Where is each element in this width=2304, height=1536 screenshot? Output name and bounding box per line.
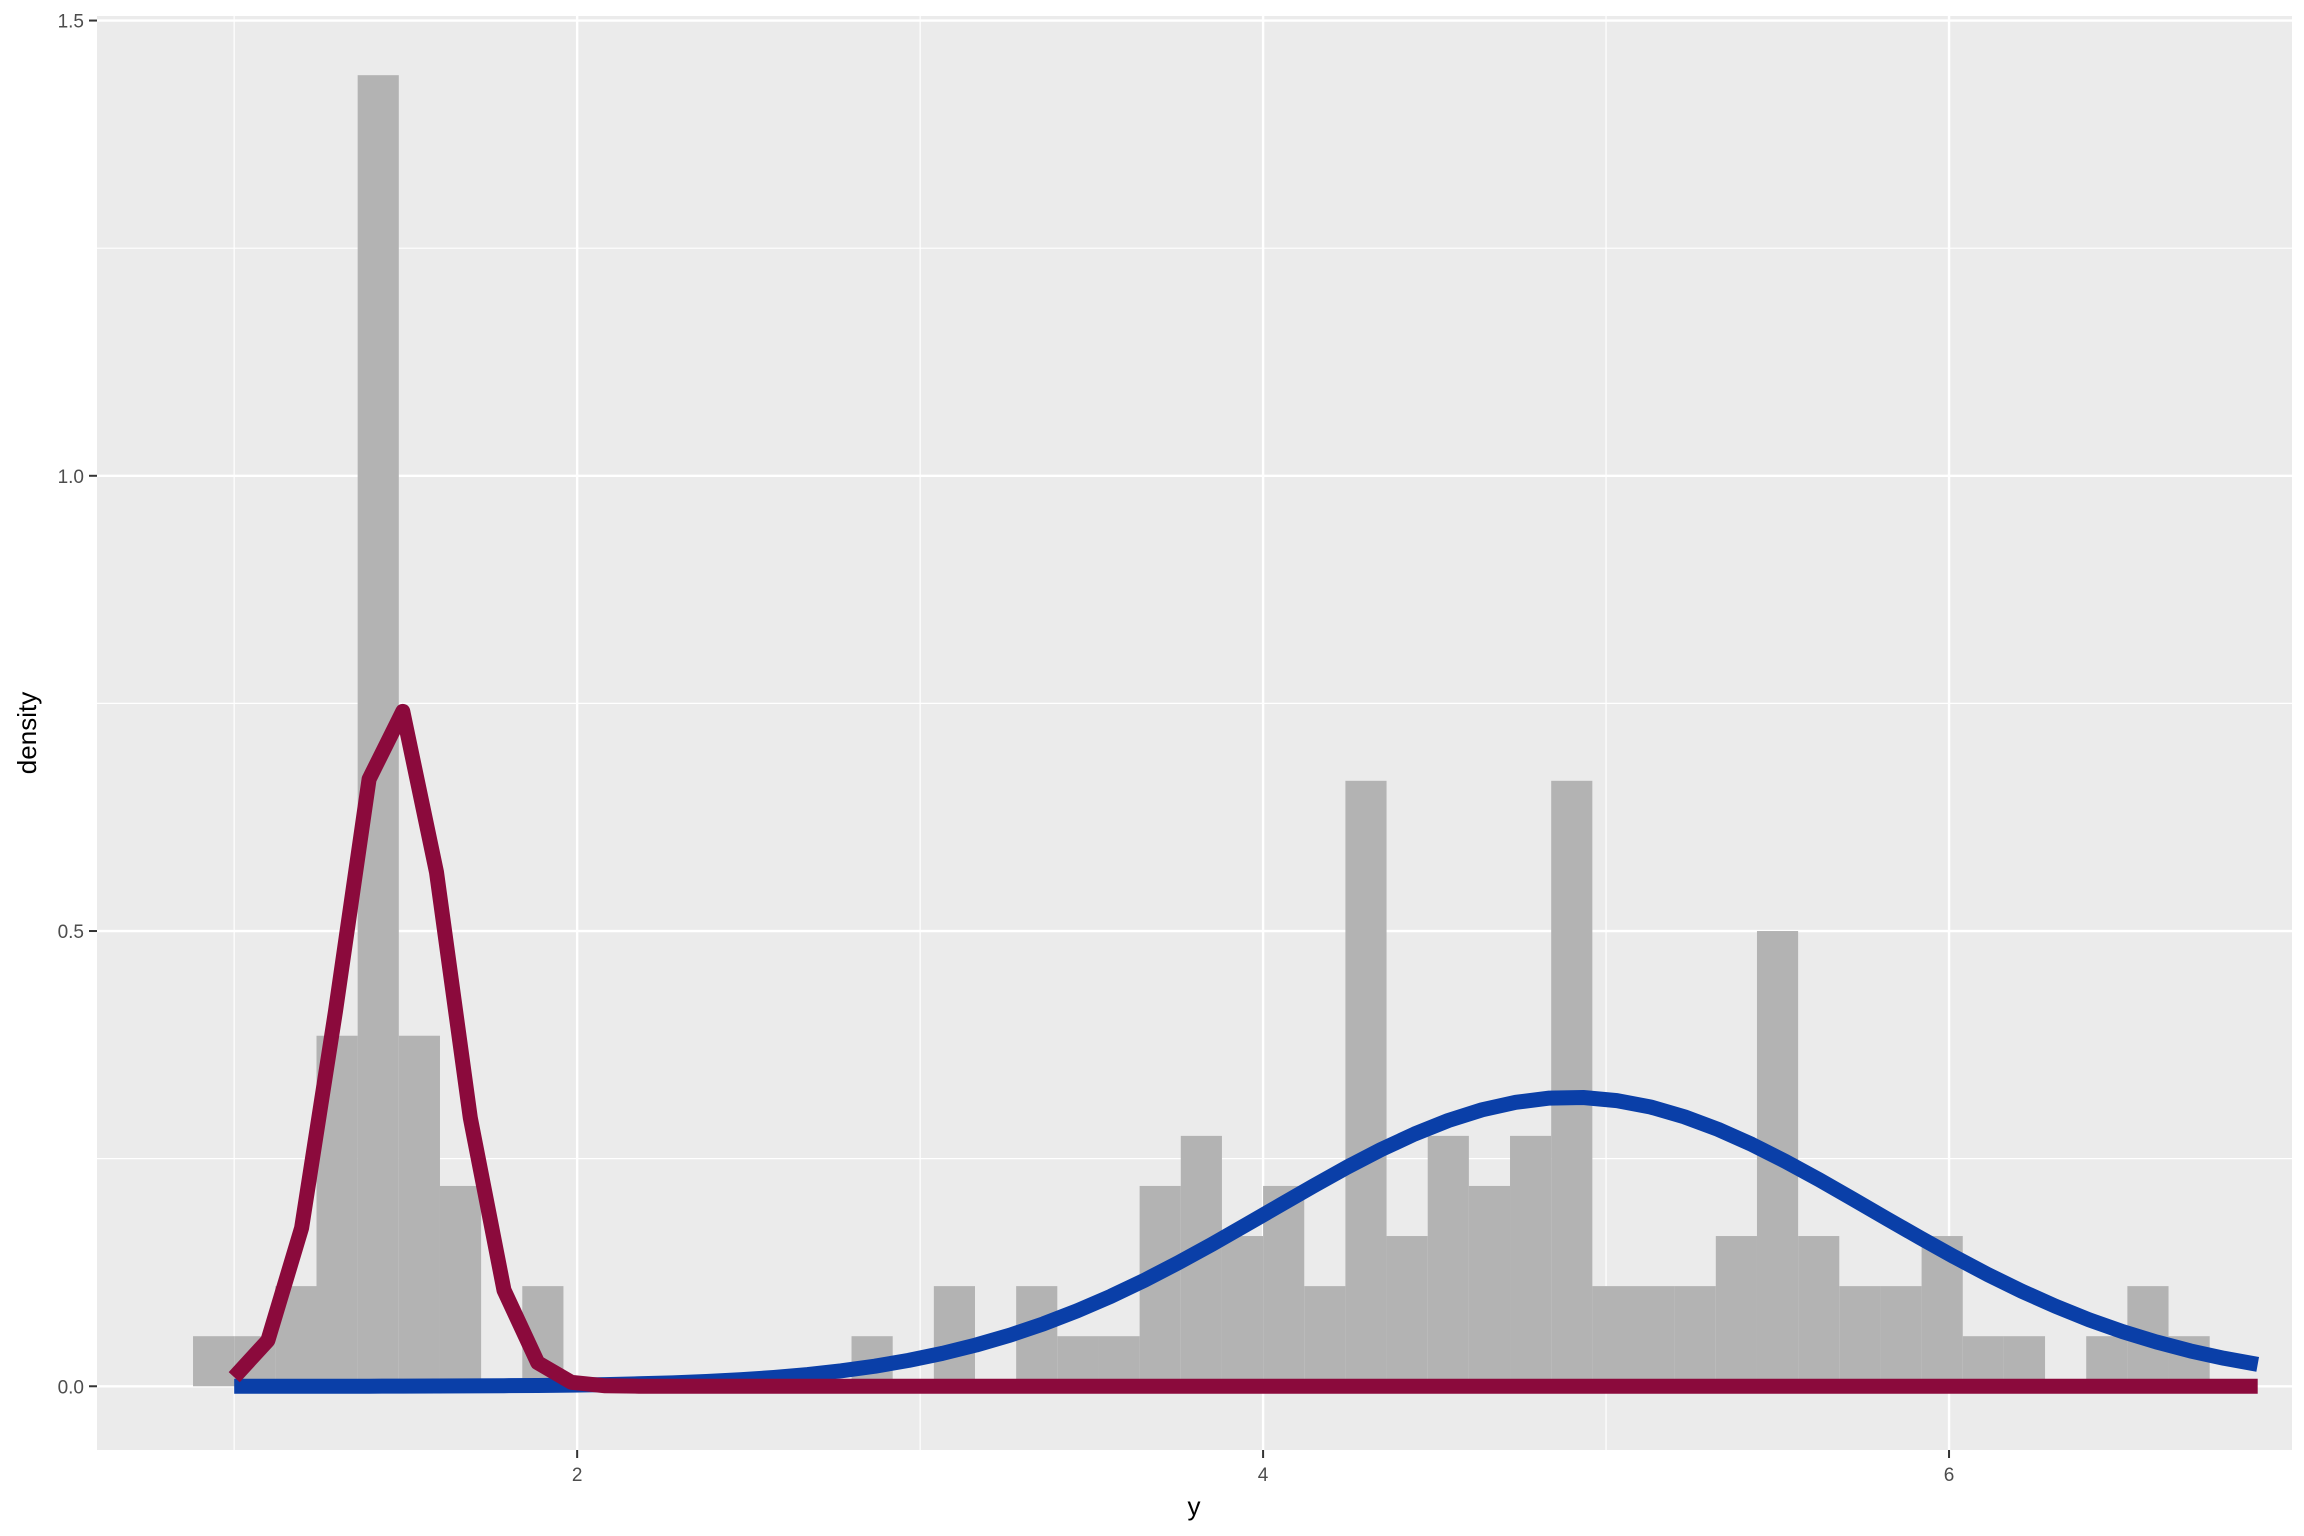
y-tick-label: 0.5 — [58, 922, 84, 943]
histogram-bar — [1386, 1236, 1428, 1387]
density-curve-line — [228, 703, 2258, 1394]
histogram-bar — [1427, 1135, 1469, 1387]
histogram-bar — [933, 1286, 975, 1387]
histogram-bar — [1592, 1286, 1634, 1387]
histogram-bar — [1304, 1286, 1346, 1387]
y-tick-label: 1.0 — [58, 467, 84, 488]
density-curves — [228, 703, 2260, 1394]
histogram-bar — [398, 1035, 440, 1387]
histogram-bar — [1468, 1185, 1511, 1387]
histogram-bar — [1839, 1286, 1881, 1387]
x-tick-label: 6 — [1944, 1465, 1955, 1486]
x-axis-title: y — [1188, 1491, 1201, 1521]
y-axis: 0.0 0.5 1.0 1.5 — [58, 12, 97, 1398]
y-tick-label: 0.0 — [58, 1377, 84, 1398]
histogram-bar — [1798, 1236, 1840, 1387]
x-tick-label: 4 — [1258, 1465, 1269, 1486]
x-tick-label: 2 — [572, 1465, 583, 1486]
histogram-bar — [1715, 1236, 1757, 1387]
histogram-bar — [1880, 1286, 1922, 1387]
histogram-bar — [1551, 780, 1593, 1387]
histogram-bar — [2003, 1336, 2046, 1387]
histogram-bar — [2086, 1336, 2128, 1387]
histogram-bar — [1057, 1336, 1099, 1387]
histogram-bar — [193, 1336, 235, 1387]
y-axis-title: density — [12, 692, 42, 774]
histogram-bar — [1633, 1286, 1675, 1387]
histogram-bar — [1345, 780, 1387, 1387]
histogram-bar — [439, 1185, 482, 1387]
histogram-bar — [1962, 1336, 2004, 1387]
x-axis: 2 4 6 — [572, 1450, 1954, 1486]
y-tick-label: 1.5 — [58, 12, 84, 33]
histogram-bar — [1221, 1236, 1264, 1387]
histogram-bar — [1674, 1286, 1716, 1387]
histogram-bar — [1098, 1336, 1140, 1387]
histogram-bar — [1510, 1135, 1552, 1387]
